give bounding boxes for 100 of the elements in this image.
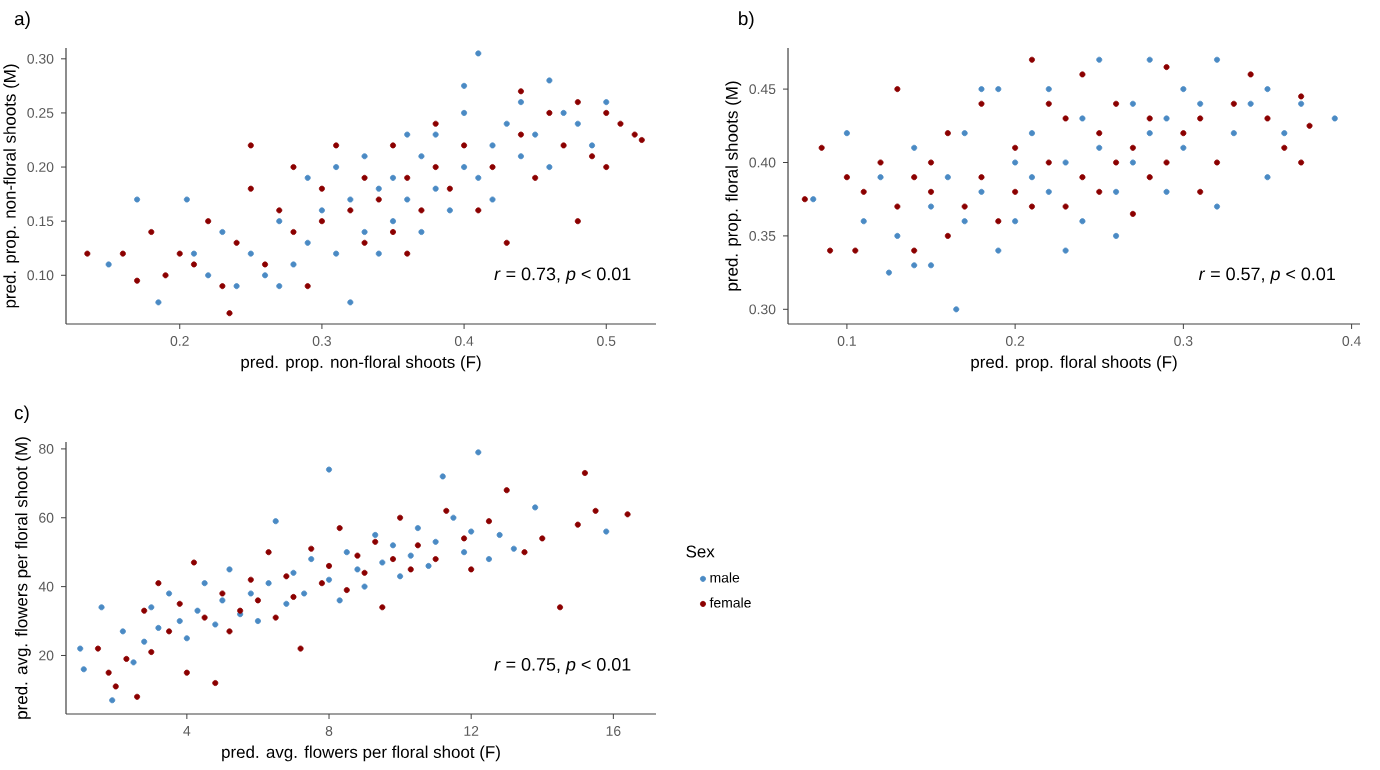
point xyxy=(1197,115,1204,122)
point xyxy=(425,562,432,569)
point xyxy=(247,590,254,597)
point xyxy=(162,272,169,279)
point xyxy=(560,142,567,149)
point xyxy=(1012,188,1019,195)
point xyxy=(546,164,553,171)
y-axis-title: pred. avg. flowers per floral shoot (M) xyxy=(14,437,31,719)
point xyxy=(304,283,311,290)
point xyxy=(226,310,233,317)
point xyxy=(877,159,884,166)
point xyxy=(1079,71,1086,78)
annotation: r = 0.75, p < 0.01 xyxy=(494,658,631,675)
point xyxy=(818,144,825,151)
point xyxy=(1180,144,1187,151)
point xyxy=(517,131,524,138)
point xyxy=(148,649,155,656)
point xyxy=(407,552,414,559)
point xyxy=(461,109,468,116)
point xyxy=(276,283,283,290)
point xyxy=(354,566,361,573)
point xyxy=(944,174,951,181)
point xyxy=(894,232,901,239)
point xyxy=(574,120,581,127)
chart-title: b) xyxy=(739,11,754,29)
point xyxy=(1163,159,1170,166)
point xyxy=(190,261,197,268)
point xyxy=(226,628,233,635)
point xyxy=(134,693,141,700)
point xyxy=(1096,144,1103,151)
point xyxy=(485,518,492,525)
point xyxy=(94,645,101,652)
point xyxy=(517,153,524,160)
point xyxy=(297,645,304,652)
point xyxy=(592,507,599,514)
point xyxy=(166,628,173,635)
point xyxy=(617,120,624,127)
point xyxy=(450,514,457,521)
point xyxy=(461,164,468,171)
point xyxy=(333,250,340,257)
point xyxy=(1079,174,1086,181)
point xyxy=(489,164,496,171)
point xyxy=(624,511,631,518)
point xyxy=(318,207,325,214)
point xyxy=(503,487,510,494)
point xyxy=(1129,210,1136,217)
point xyxy=(446,207,453,214)
point xyxy=(1331,115,1338,122)
point xyxy=(1230,130,1237,137)
point xyxy=(134,196,141,203)
point xyxy=(1129,144,1136,151)
point xyxy=(1028,130,1035,137)
point xyxy=(827,247,834,254)
point xyxy=(265,549,272,556)
point xyxy=(928,188,935,195)
point xyxy=(148,604,155,611)
point xyxy=(1180,86,1187,93)
point xyxy=(443,507,450,514)
point xyxy=(877,174,884,181)
point xyxy=(539,535,546,542)
point xyxy=(205,218,212,225)
point xyxy=(372,531,379,538)
point xyxy=(397,514,404,521)
point xyxy=(978,86,985,93)
point xyxy=(183,669,190,676)
point xyxy=(304,239,311,246)
point xyxy=(247,250,254,257)
point xyxy=(432,538,439,545)
point xyxy=(468,528,475,535)
point xyxy=(219,590,226,597)
point xyxy=(404,131,411,138)
point xyxy=(77,645,84,652)
point xyxy=(404,196,411,203)
point xyxy=(304,174,311,181)
point xyxy=(485,556,492,563)
point xyxy=(205,272,212,279)
point xyxy=(1062,203,1069,210)
point xyxy=(631,131,638,138)
point xyxy=(375,185,382,192)
point xyxy=(247,576,254,583)
point xyxy=(475,174,482,181)
point xyxy=(336,525,343,532)
point xyxy=(326,562,333,569)
point xyxy=(201,580,208,587)
point xyxy=(439,473,446,480)
point xyxy=(379,604,386,611)
point xyxy=(404,250,411,257)
point xyxy=(1281,144,1288,151)
point xyxy=(326,576,333,583)
point xyxy=(560,109,567,116)
point xyxy=(212,621,219,628)
point xyxy=(134,277,141,284)
point xyxy=(194,607,201,614)
point xyxy=(603,109,610,116)
point xyxy=(141,607,148,614)
point xyxy=(1096,130,1103,137)
point xyxy=(1264,86,1271,93)
point xyxy=(1163,64,1170,71)
point xyxy=(308,545,315,552)
point xyxy=(1247,100,1254,107)
